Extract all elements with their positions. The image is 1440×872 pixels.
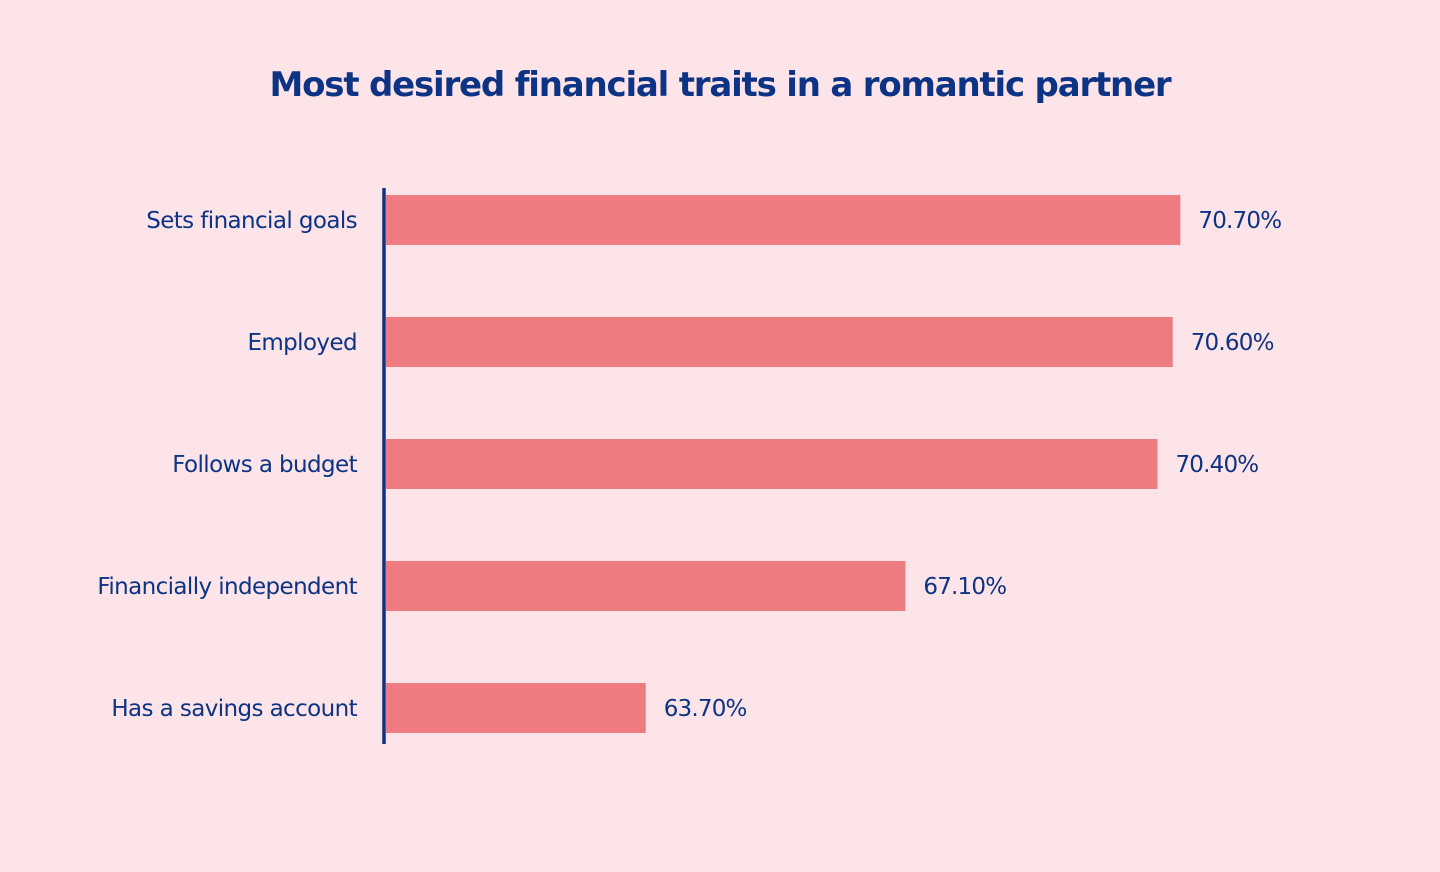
bar [386, 317, 1173, 367]
bar [386, 683, 646, 733]
bar [386, 561, 906, 611]
bar [386, 195, 1181, 245]
value-label: 67.10% [923, 574, 1006, 600]
category-labels: Sets financial goals Employed Follows a bu… [97, 208, 358, 722]
category-label: Has a savings account [111, 696, 357, 722]
value-labels: 70.70% 70.60% 70.40% 67.10% 63.70% [664, 208, 1282, 722]
category-label: Sets financial goals [146, 208, 357, 234]
value-label: 70.60% [1191, 330, 1274, 356]
category-label: Employed [247, 330, 357, 356]
value-label: 70.70% [1198, 208, 1281, 234]
value-label: 63.70% [664, 696, 747, 722]
category-label: Follows a budget [172, 452, 357, 478]
value-label: 70.40% [1175, 452, 1258, 478]
category-label: Financially independent [97, 574, 357, 600]
chart-title: Most desired financial traits in a roman… [269, 65, 1171, 105]
bar [386, 439, 1158, 489]
bars-group [386, 195, 1181, 733]
